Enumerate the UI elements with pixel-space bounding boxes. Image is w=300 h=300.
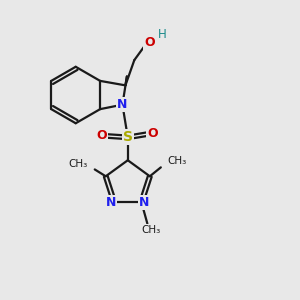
Text: CH₃: CH₃ <box>168 156 187 166</box>
Text: O: O <box>147 127 158 140</box>
Text: S: S <box>123 130 133 144</box>
Text: CH₃: CH₃ <box>69 159 88 170</box>
Text: N: N <box>139 196 150 209</box>
Text: N: N <box>106 196 116 209</box>
Text: O: O <box>97 129 107 142</box>
Text: O: O <box>145 36 155 49</box>
Text: H: H <box>158 28 167 41</box>
Text: N: N <box>117 98 128 111</box>
Text: CH₃: CH₃ <box>141 224 160 235</box>
